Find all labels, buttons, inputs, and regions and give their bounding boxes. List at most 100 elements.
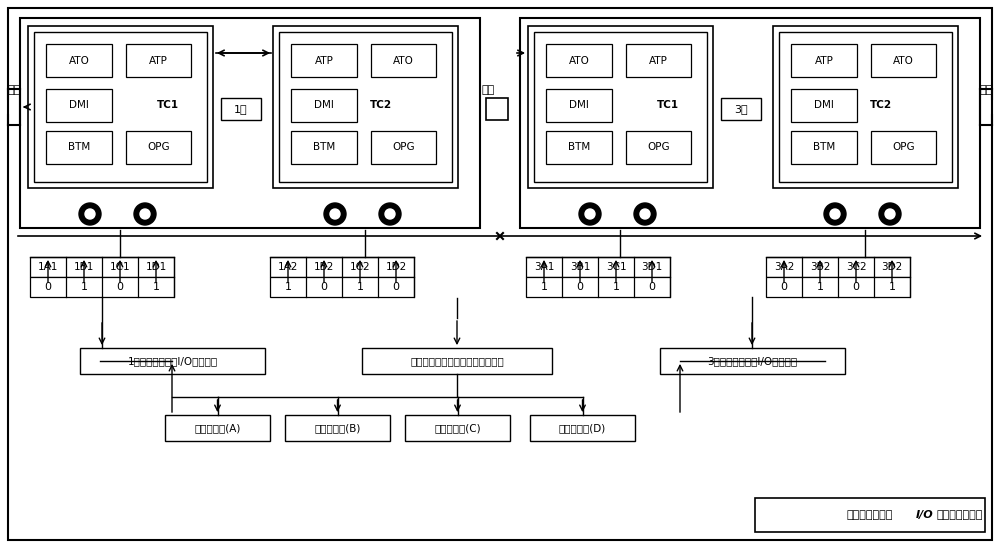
Text: DMI: DMI	[69, 100, 89, 111]
FancyBboxPatch shape	[486, 98, 508, 120]
Text: OPG: OPG	[892, 142, 915, 152]
Text: 0: 0	[576, 282, 584, 292]
FancyBboxPatch shape	[291, 89, 357, 122]
Circle shape	[379, 203, 401, 225]
Circle shape	[85, 209, 95, 219]
Text: 0: 0	[780, 282, 788, 292]
Circle shape	[579, 203, 601, 225]
Text: 车钩: 车钩	[481, 85, 495, 95]
Text: ATO: ATO	[69, 55, 89, 66]
Text: 1A2: 1A2	[278, 262, 298, 272]
Text: 1: 1	[816, 282, 824, 292]
Text: OPG: OPG	[392, 142, 415, 152]
Text: 本端已连挂(A): 本端已连挂(A)	[194, 423, 241, 433]
Text: 3车: 3车	[734, 104, 748, 114]
Text: DMI: DMI	[569, 100, 589, 111]
Text: ATO: ATO	[893, 55, 914, 66]
Text: 1B1: 1B1	[74, 262, 94, 272]
FancyBboxPatch shape	[270, 257, 414, 277]
FancyBboxPatch shape	[546, 89, 612, 122]
FancyBboxPatch shape	[526, 257, 670, 277]
Text: 车辆提供的车钩电气设备采集单元: 车辆提供的车钩电气设备采集单元	[410, 356, 504, 366]
Text: 对端已连挂(D): 对端已连挂(D)	[559, 423, 606, 433]
Text: 3B1: 3B1	[570, 262, 590, 272]
Circle shape	[885, 209, 895, 219]
FancyBboxPatch shape	[46, 44, 112, 77]
Text: 1: 1	[889, 282, 896, 292]
Text: I/O: I/O	[916, 510, 934, 520]
FancyBboxPatch shape	[221, 98, 261, 120]
Text: 1C2: 1C2	[350, 262, 370, 272]
Circle shape	[830, 209, 840, 219]
Text: 3D1: 3D1	[641, 262, 663, 272]
FancyBboxPatch shape	[46, 89, 112, 122]
Text: ATO: ATO	[569, 55, 589, 66]
Circle shape	[879, 203, 901, 225]
FancyBboxPatch shape	[20, 18, 480, 228]
Text: DMI: DMI	[814, 100, 834, 111]
Text: TC1: TC1	[657, 100, 679, 111]
Circle shape	[134, 203, 156, 225]
FancyBboxPatch shape	[660, 348, 845, 374]
FancyBboxPatch shape	[270, 277, 414, 297]
Circle shape	[79, 203, 101, 225]
FancyBboxPatch shape	[273, 26, 458, 188]
Text: ATP: ATP	[649, 55, 668, 66]
Text: 3C2: 3C2	[846, 262, 866, 272]
FancyBboxPatch shape	[766, 257, 910, 277]
FancyBboxPatch shape	[755, 498, 985, 532]
FancyBboxPatch shape	[371, 44, 436, 77]
FancyBboxPatch shape	[520, 18, 980, 228]
Text: ATP: ATP	[149, 55, 168, 66]
Circle shape	[634, 203, 656, 225]
Text: 1车信号设备电气I/O采集单元: 1车信号设备电气I/O采集单元	[127, 356, 218, 366]
Circle shape	[140, 209, 150, 219]
FancyBboxPatch shape	[8, 8, 992, 540]
Text: 1C1: 1C1	[110, 262, 130, 272]
FancyBboxPatch shape	[80, 348, 265, 374]
Text: 0: 0	[852, 282, 860, 292]
FancyBboxPatch shape	[165, 415, 270, 441]
Text: 3C1: 3C1	[606, 262, 626, 272]
Text: BTM: BTM	[813, 142, 835, 152]
FancyBboxPatch shape	[279, 32, 452, 182]
Text: 0: 0	[116, 282, 124, 292]
FancyBboxPatch shape	[791, 131, 857, 164]
Text: 3车信号设备电气I/O采集单元: 3车信号设备电气I/O采集单元	[707, 356, 798, 366]
Text: 3A2: 3A2	[774, 262, 794, 272]
FancyBboxPatch shape	[291, 131, 357, 164]
Text: 1B2: 1B2	[314, 262, 334, 272]
Circle shape	[385, 209, 395, 219]
Text: 3A1: 3A1	[534, 262, 554, 272]
Text: 1D2: 1D2	[385, 262, 407, 272]
Text: TC1: TC1	[157, 100, 179, 111]
FancyBboxPatch shape	[126, 44, 191, 77]
FancyBboxPatch shape	[28, 26, 213, 188]
Text: 本端未连挂(B): 本端未连挂(B)	[314, 423, 361, 433]
Text: 0: 0	[392, 282, 400, 292]
FancyBboxPatch shape	[871, 44, 936, 77]
FancyBboxPatch shape	[721, 98, 761, 120]
Text: 1车: 1车	[234, 104, 248, 114]
FancyBboxPatch shape	[791, 89, 857, 122]
FancyBboxPatch shape	[46, 131, 112, 164]
Text: 1A1: 1A1	[38, 262, 58, 272]
FancyBboxPatch shape	[546, 44, 612, 77]
FancyBboxPatch shape	[405, 415, 510, 441]
FancyBboxPatch shape	[530, 415, 635, 441]
Text: BTM: BTM	[568, 142, 590, 152]
FancyBboxPatch shape	[371, 131, 436, 164]
Text: 0: 0	[320, 282, 328, 292]
Text: TC2: TC2	[369, 100, 392, 111]
Text: 3B2: 3B2	[810, 262, 830, 272]
FancyBboxPatch shape	[871, 131, 936, 164]
Text: 车钩: 车钩	[979, 85, 993, 95]
FancyBboxPatch shape	[126, 131, 191, 164]
Circle shape	[324, 203, 346, 225]
Text: 车钩: 车钩	[7, 85, 21, 95]
Text: 1D1: 1D1	[145, 262, 167, 272]
Text: BTM: BTM	[313, 142, 335, 152]
Text: BTM: BTM	[68, 142, 90, 152]
Text: 3D2: 3D2	[881, 262, 903, 272]
Text: ATO: ATO	[393, 55, 414, 66]
